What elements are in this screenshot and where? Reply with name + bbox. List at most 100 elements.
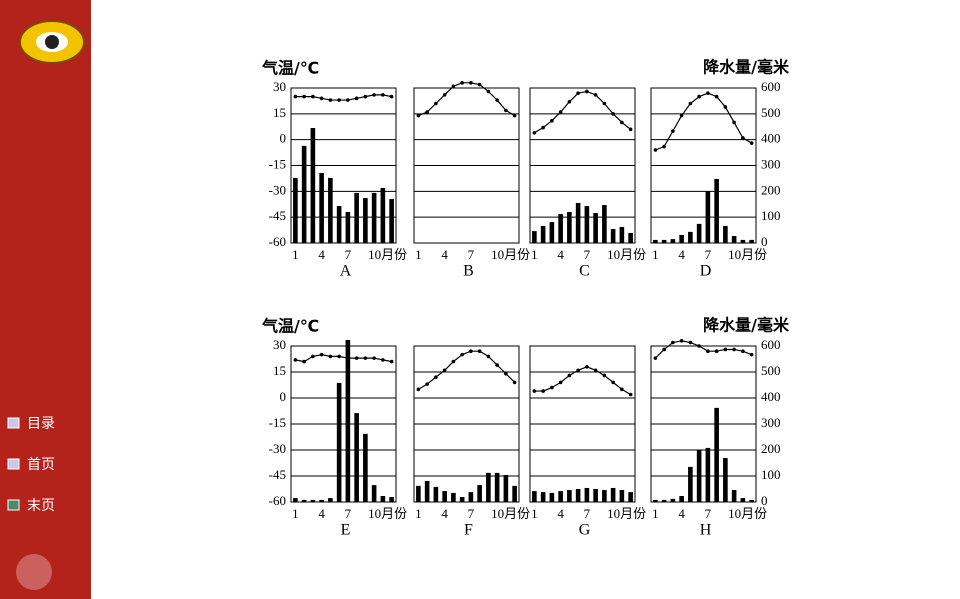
y-tick-label: -15 (269, 156, 286, 171)
temp-point (337, 98, 341, 102)
y2-tick-label: 500 (761, 105, 781, 120)
temp-point (653, 148, 658, 152)
precip-bar (661, 239, 667, 243)
x-tick-label: 7 (468, 247, 475, 262)
precip-bar (558, 214, 563, 243)
precip-bar (310, 499, 316, 502)
precip-bar (549, 222, 555, 243)
precip-bar (696, 450, 702, 502)
precip-bar (389, 497, 394, 502)
temp-point (512, 380, 517, 385)
x-tick-label: 7 (705, 247, 712, 262)
nav-icon[interactable] (7, 499, 20, 511)
x-tick-label: 4 (678, 506, 685, 521)
y-tick-label: -60 (269, 234, 286, 249)
temp-point (486, 89, 491, 94)
temp-point (363, 356, 368, 360)
precip-bar (328, 498, 333, 502)
temp-line (655, 92, 752, 151)
panel-label: A (340, 263, 352, 280)
temp-point (576, 91, 580, 95)
precip-bar (567, 212, 572, 243)
precip-bar (540, 225, 546, 243)
x-tick-label: 10月份 (491, 506, 530, 521)
temp-point (381, 358, 385, 362)
x-tick-label: 4 (557, 247, 564, 262)
nav-item[interactable]: 末页 (27, 498, 55, 514)
y2-tick-label: 0 (761, 493, 768, 508)
temp-point (495, 98, 499, 102)
temp-point (512, 113, 517, 118)
temp-point (389, 94, 394, 99)
nav-item[interactable]: 首页 (27, 457, 55, 473)
x-tick-label: 7 (584, 247, 591, 262)
temp-point (532, 389, 537, 393)
precip-bar (575, 202, 581, 243)
precip-bar (416, 485, 421, 502)
y-tick-label: 30 (273, 79, 286, 94)
nav-icon[interactable] (7, 458, 20, 470)
x-tick-label: 7 (345, 506, 352, 521)
precip-bar (567, 490, 572, 502)
y-tick-label: -60 (269, 493, 286, 508)
temp-point (302, 94, 306, 99)
x-tick-label: 10月份 (368, 247, 407, 262)
y-tick-label: -30 (269, 441, 286, 456)
temp-point (585, 365, 589, 369)
precip-bar (628, 492, 633, 502)
y-axis-label: 气温/℃ (261, 59, 319, 78)
precip-bar (670, 498, 676, 502)
precip-bar (575, 489, 581, 502)
temp-point (477, 82, 482, 87)
x-tick-label: 4 (557, 506, 564, 521)
temp-point (337, 354, 341, 359)
temp-line (295, 354, 392, 363)
temp-point (653, 356, 658, 360)
x-tick-label: 4 (678, 247, 685, 262)
x-tick-label: 10月份 (607, 247, 646, 262)
y-tick-label: 30 (273, 337, 286, 352)
temp-point (311, 94, 315, 99)
precip-bar (532, 231, 537, 243)
precip-bar (653, 499, 658, 502)
temp-point (372, 356, 376, 360)
panel-label: F (464, 522, 473, 539)
x-tick-label: 7 (345, 247, 352, 262)
temp-point (576, 368, 580, 373)
temp-point (460, 81, 464, 85)
temp-line (295, 94, 392, 101)
temp-point (442, 93, 447, 97)
precip-bar (688, 231, 693, 243)
precip-bar (345, 212, 351, 243)
temp-point (611, 380, 615, 385)
panel-label: G (579, 522, 591, 539)
temp-point (477, 349, 482, 354)
temp-point (389, 359, 394, 364)
y-tick-label: -30 (269, 182, 286, 197)
temp-point (319, 96, 324, 101)
temp-point (723, 105, 728, 109)
temp-point (469, 81, 473, 85)
precip-bar (696, 223, 702, 243)
nav-icon[interactable] (7, 417, 20, 429)
y2-axis-label: 降水量/毫米 (703, 316, 790, 335)
temp-point (416, 113, 421, 118)
precip-bar (380, 496, 386, 502)
x-tick-label: 4 (318, 506, 325, 521)
x-tick-label: 1 (652, 247, 659, 262)
y-tick-label: 0 (280, 131, 287, 146)
precip-bar (451, 492, 456, 502)
precip-bar (723, 458, 728, 502)
temp-point (425, 110, 429, 114)
temp-point (293, 94, 298, 99)
y2-tick-label: 600 (761, 79, 781, 94)
precip-bar (293, 498, 298, 502)
x-tick-label: 4 (441, 506, 448, 521)
temp-point (714, 94, 719, 99)
temp-point (741, 136, 745, 140)
temp-point (662, 347, 666, 352)
nav-item[interactable]: 目录 (27, 416, 55, 432)
temp-point (628, 127, 633, 132)
precip-bar (363, 433, 368, 502)
